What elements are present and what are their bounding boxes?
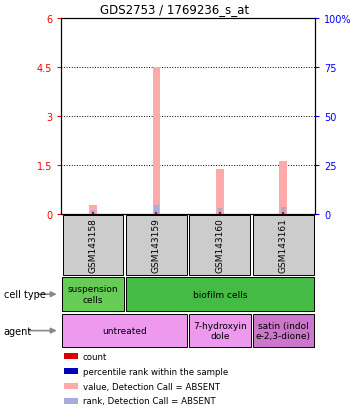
Text: agent: agent xyxy=(4,326,32,336)
Bar xyxy=(253,314,314,347)
Text: GSM143161: GSM143161 xyxy=(279,218,288,273)
Text: GSM143159: GSM143159 xyxy=(152,218,161,273)
Bar xyxy=(153,68,160,214)
Text: untreated: untreated xyxy=(102,326,147,335)
Bar xyxy=(155,213,158,214)
Text: rank, Detection Call = ABSENT: rank, Detection Call = ABSENT xyxy=(83,396,216,406)
Bar xyxy=(189,314,251,347)
Bar xyxy=(62,314,187,347)
Bar xyxy=(126,216,187,275)
Bar xyxy=(282,213,284,214)
Text: suspension
cells: suspension cells xyxy=(68,285,118,304)
Text: GSM143158: GSM143158 xyxy=(89,218,97,273)
Bar xyxy=(219,213,221,214)
Bar xyxy=(281,207,286,214)
Bar xyxy=(91,211,95,214)
Bar xyxy=(126,278,314,311)
Text: percentile rank within the sample: percentile rank within the sample xyxy=(83,367,228,376)
Bar xyxy=(280,161,287,214)
Bar xyxy=(63,216,124,275)
Text: biofilm cells: biofilm cells xyxy=(193,290,247,299)
Text: GSM143160: GSM143160 xyxy=(215,218,224,273)
Bar xyxy=(64,368,78,374)
Bar xyxy=(216,169,224,214)
Bar xyxy=(64,383,78,389)
Text: value, Detection Call = ABSENT: value, Detection Call = ABSENT xyxy=(83,382,220,391)
Text: GDS2753 / 1769236_s_at: GDS2753 / 1769236_s_at xyxy=(100,3,250,16)
Bar xyxy=(62,278,124,311)
Text: cell type: cell type xyxy=(4,290,46,299)
Bar xyxy=(154,205,159,214)
Text: count: count xyxy=(83,352,107,361)
Bar xyxy=(92,213,94,214)
Text: satin (indol
e-2,3-dione): satin (indol e-2,3-dione) xyxy=(256,321,311,340)
Bar xyxy=(218,209,222,214)
Text: 7-hydroxyin
dole: 7-hydroxyin dole xyxy=(193,321,247,340)
Bar xyxy=(89,205,97,214)
Bar xyxy=(189,216,250,275)
Bar xyxy=(253,216,314,275)
Bar xyxy=(64,354,78,359)
Bar xyxy=(64,398,78,404)
